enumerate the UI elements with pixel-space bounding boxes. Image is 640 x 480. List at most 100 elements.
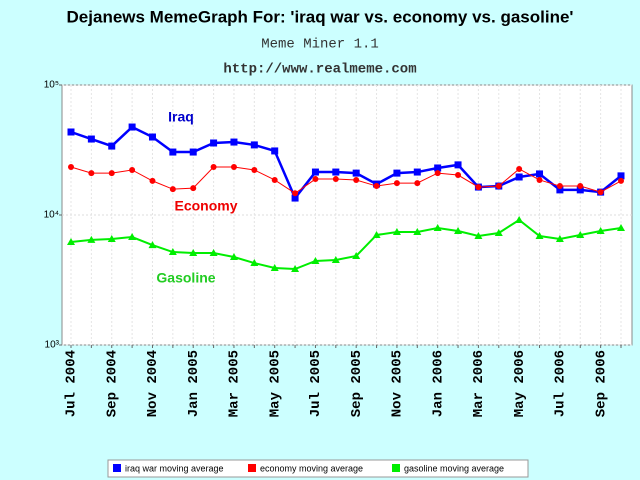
marker [230, 138, 238, 146]
chart-url: http://www.realmeme.com [223, 62, 416, 78]
marker [536, 176, 543, 183]
marker [596, 227, 605, 235]
x-tick-label: Sep 2006 [593, 350, 609, 417]
marker [229, 253, 238, 261]
x-tick-label: Sep 2005 [349, 350, 365, 417]
marker [311, 256, 320, 264]
marker [617, 224, 625, 232]
marker [128, 233, 137, 241]
marker [536, 170, 544, 178]
legend-label: economy moving average [260, 463, 363, 473]
marker [535, 232, 544, 240]
x-tick-label: Nov 2004 [145, 350, 161, 417]
marker [251, 166, 258, 173]
marker [577, 183, 584, 190]
marker [67, 237, 75, 245]
annotation: Economy [174, 198, 237, 214]
marker [556, 183, 563, 190]
marker [107, 234, 116, 242]
marker [515, 216, 524, 224]
marker [148, 241, 157, 249]
x-tick-label: Jan 2006 [430, 350, 446, 417]
legend-swatch [392, 464, 400, 472]
marker [372, 230, 381, 238]
marker [494, 229, 503, 237]
marker [433, 224, 442, 232]
marker [555, 234, 564, 242]
legend-swatch [113, 464, 121, 472]
x-tick-label: Jul 2006 [553, 350, 569, 417]
marker [454, 161, 462, 169]
marker [68, 164, 74, 171]
marker [353, 176, 360, 183]
marker [210, 164, 217, 171]
marker [168, 248, 177, 256]
chart-title: Dejanews MemeGraph For: 'iraq war vs. ec… [67, 7, 574, 26]
marker [576, 230, 585, 238]
marker [128, 123, 136, 131]
marker [87, 135, 95, 143]
x-tick-label: Sep 2004 [104, 350, 120, 417]
marker [230, 164, 237, 171]
marker [475, 184, 482, 191]
marker [291, 265, 300, 273]
marker [312, 176, 319, 183]
marker [311, 168, 319, 176]
marker [515, 173, 523, 181]
marker [88, 170, 95, 177]
marker [373, 183, 380, 190]
marker [169, 148, 177, 156]
marker [495, 183, 502, 190]
chart-subtitle: Meme Miner 1.1 [261, 37, 379, 53]
annotation: Gasoline [156, 270, 215, 286]
marker [67, 128, 75, 136]
marker [454, 227, 463, 235]
x-tick-label: Jul 2004 [64, 350, 80, 417]
marker [209, 249, 218, 257]
marker [352, 169, 360, 177]
marker [474, 232, 483, 240]
marker [250, 259, 259, 267]
marker [576, 186, 584, 194]
marker [413, 168, 421, 176]
series-line [70, 125, 622, 201]
marker [618, 177, 624, 184]
series-line [70, 218, 622, 271]
marker [516, 165, 523, 172]
series-line [70, 166, 622, 194]
marker [210, 139, 218, 147]
marker [291, 194, 299, 202]
marker [332, 176, 339, 183]
legend-swatch [248, 464, 256, 472]
marker [434, 170, 441, 177]
y-tick-label: 10⁴ [44, 210, 59, 221]
marker [393, 180, 400, 187]
marker [393, 169, 401, 177]
marker [413, 227, 422, 235]
legend-box [107, 459, 529, 478]
x-tick-label: Jul 2005 [308, 350, 324, 417]
legend-label: gasoline moving average [404, 463, 504, 473]
marker [292, 190, 299, 197]
marker [556, 186, 564, 194]
marker [189, 148, 197, 156]
marker [250, 141, 258, 149]
marker [352, 251, 361, 259]
marker [108, 142, 116, 150]
marker [331, 255, 340, 263]
x-tick-label: Mar 2006 [471, 350, 487, 417]
marker [271, 176, 278, 183]
marker [270, 264, 279, 272]
marker [149, 177, 156, 184]
marker [392, 227, 401, 235]
marker [108, 170, 115, 177]
x-tick-label: Mar 2005 [227, 350, 243, 417]
marker [455, 172, 462, 179]
marker [414, 180, 421, 187]
marker [271, 147, 279, 155]
marker [129, 166, 136, 173]
marker [617, 172, 625, 180]
marker [434, 164, 442, 172]
